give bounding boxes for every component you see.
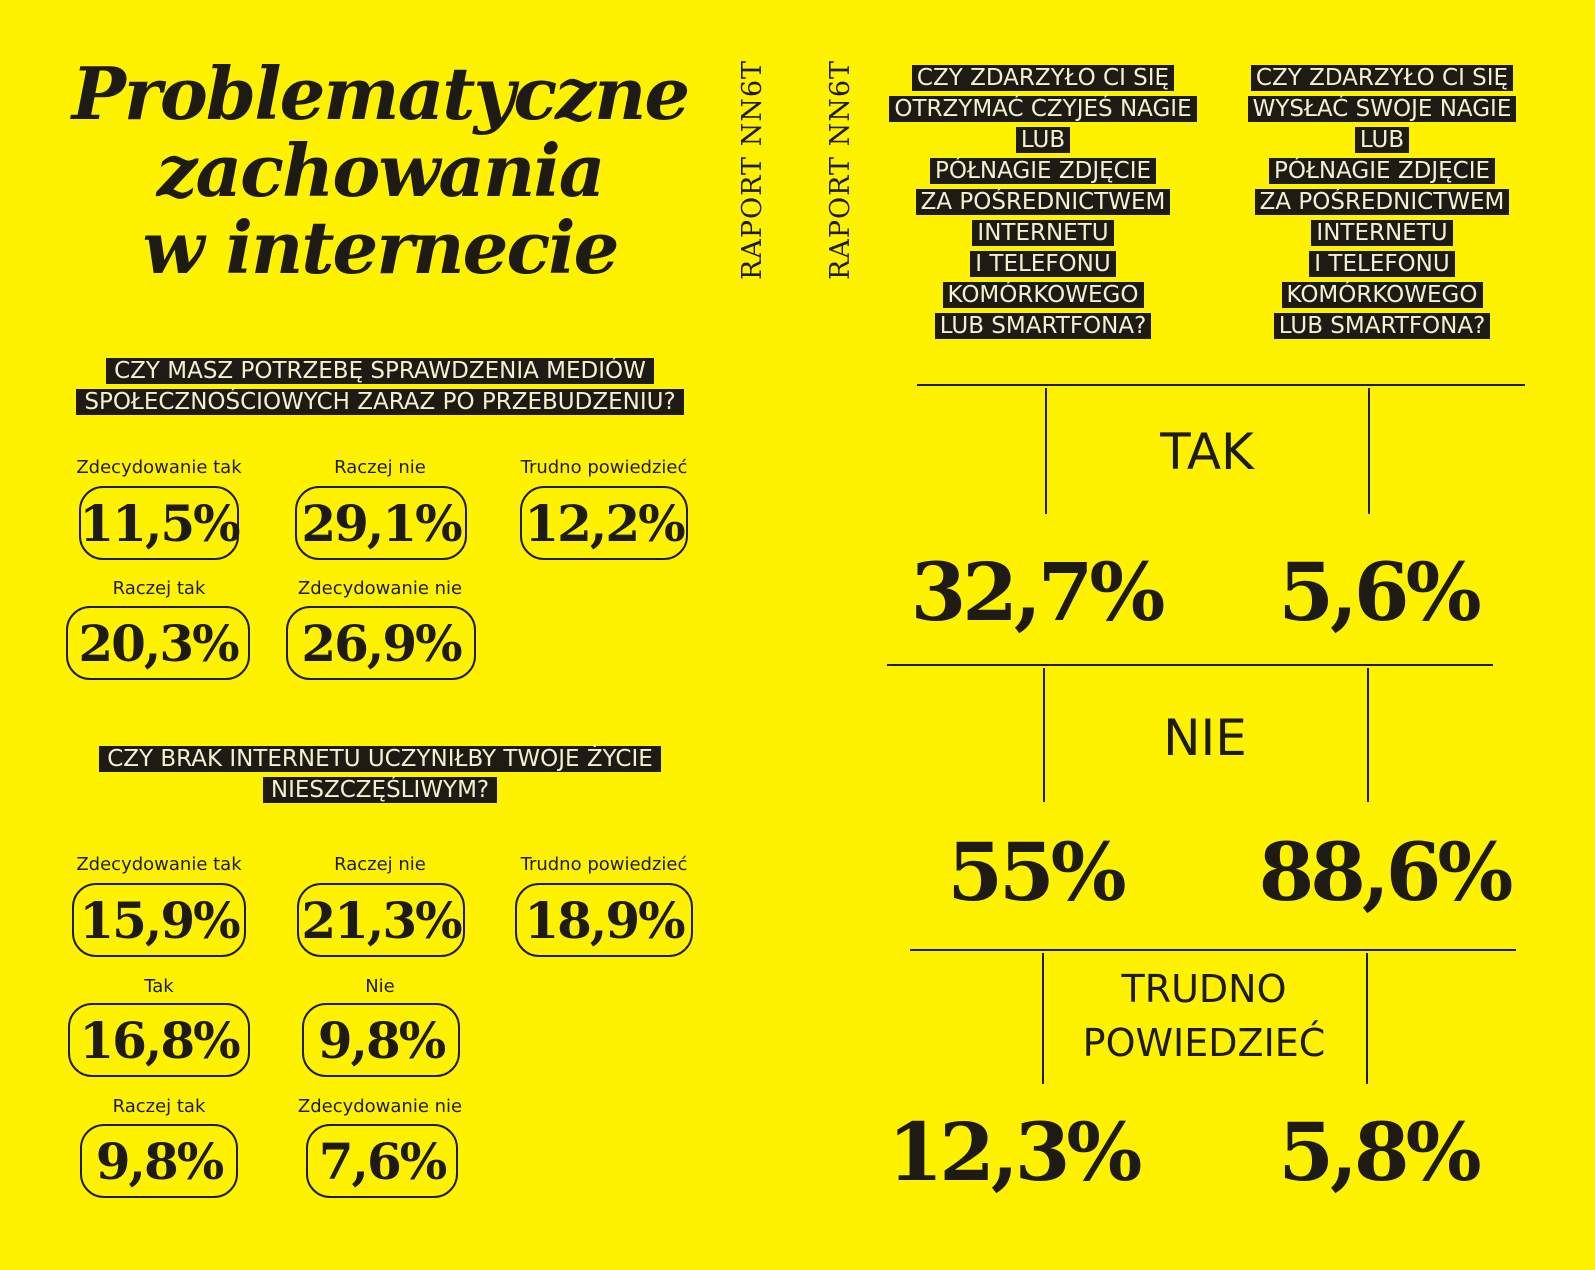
survey2-answer-label: Raczej nie bbox=[334, 854, 426, 875]
right-question-1-line: INTERNETU bbox=[972, 220, 1114, 246]
right-question-2-line: CZY ZDARZYŁO CI SIĘ bbox=[1250, 65, 1514, 91]
right-question-2-line: WYSŁAĆ SWOJE NAGIE bbox=[1247, 96, 1517, 122]
right-question-2-line: I TELEFONU bbox=[1309, 251, 1455, 277]
divider-line bbox=[1367, 668, 1369, 802]
divider-line bbox=[917, 384, 1525, 386]
survey1-answer-label: Zdecydowanie nie bbox=[297, 578, 463, 599]
divider-line bbox=[1043, 668, 1045, 802]
survey1-answer-label: Trudno powiedzieć bbox=[520, 457, 688, 478]
survey1-question-line-2: SPOŁECZNOŚCIOWYCH ZARAZ PO PRZEBUDZENIU? bbox=[76, 389, 684, 415]
right-question-1-line: LUB bbox=[1015, 127, 1071, 153]
survey2-question: CZY BRAK INTERNETU UCZYNIŁBY TWOJE ŻYCIE… bbox=[60, 744, 700, 806]
right-question-1-line: ZA POŚREDNICTWEM bbox=[915, 189, 1171, 215]
answer-yes: TAK bbox=[1160, 423, 1254, 481]
q1-yes-value: 32,7% bbox=[910, 545, 1166, 639]
survey2-answer-label: Zdecydowanie nie bbox=[297, 1096, 463, 1117]
survey1-answer-value: 20,3% bbox=[66, 606, 250, 680]
title-line-1: Problematyczne bbox=[71, 51, 690, 136]
divider-line bbox=[1366, 953, 1368, 1084]
survey1-answer-label: Raczej tak bbox=[112, 578, 206, 599]
survey2-answer-label: Nie bbox=[365, 976, 395, 997]
survey1-answer-value: 12,2% bbox=[520, 486, 688, 560]
right-question-1-line: KOMÓRKOWEGO bbox=[942, 282, 1144, 308]
survey1-answer-label: Raczej nie bbox=[334, 457, 426, 478]
survey2-answer-value: 9,8% bbox=[80, 1124, 238, 1198]
survey2-answer-value: 18,9% bbox=[515, 883, 693, 957]
answer-no: NIE bbox=[1163, 709, 1247, 767]
right-question-1-line: CZY ZDARZYŁO CI SIĘ bbox=[911, 65, 1175, 91]
divider-line bbox=[1042, 953, 1044, 1084]
survey2-answer-value: 7,6% bbox=[306, 1124, 458, 1198]
right-question-1-line: LUB SMARTFONA? bbox=[934, 313, 1152, 339]
right-question-2-line: LUB bbox=[1354, 127, 1410, 153]
divider-line bbox=[1368, 388, 1370, 514]
q2-hard-to-say-value: 5,8% bbox=[1278, 1105, 1481, 1199]
survey2-answer-value: 9,8% bbox=[302, 1003, 460, 1077]
right-question-2-line: LUB SMARTFONA? bbox=[1273, 313, 1491, 339]
divider-line bbox=[887, 664, 1493, 666]
survey2-answer-value: 21,3% bbox=[297, 883, 465, 957]
survey2-answer-label: Zdecydowanie tak bbox=[76, 854, 242, 875]
survey2-answer-value: 16,8% bbox=[68, 1003, 250, 1077]
title-line-2: zachowania bbox=[156, 128, 606, 213]
survey1-answer-value: 11,5% bbox=[79, 486, 241, 560]
right-question-2-line: PÓŁNAGIE ZDJĘCIE bbox=[1268, 158, 1496, 184]
survey2-answer-label: Raczej tak bbox=[112, 1096, 206, 1117]
survey1-answer-value: 29,1% bbox=[295, 486, 467, 560]
side-label-1: RAPORT NN6T bbox=[737, 59, 768, 280]
survey1-question: CZY MASZ POTRZEBĘ SPRAWDZENIA MEDIÓW SPO… bbox=[60, 356, 700, 418]
right-question-1-line: OTRZYMAĆ CZYJEŚ NAGIE bbox=[889, 96, 1197, 122]
survey2-answer-label: Tak bbox=[144, 976, 174, 997]
right-question-1: CZY ZDARZYŁO CI SIĘ OTRZYMAĆ CZYJEŚ NAGI… bbox=[878, 63, 1208, 342]
right-question-2: CZY ZDARZYŁO CI SIĘ WYSŁAĆ SWOJE NAGIE L… bbox=[1217, 63, 1547, 342]
page-title: Problematyczne zachowania w internecie bbox=[60, 55, 700, 286]
survey2-question-line-1: CZY BRAK INTERNETU UCZYNIŁBY TWOJE ŻYCIE bbox=[99, 746, 661, 772]
divider-line bbox=[910, 949, 1516, 951]
right-question-2-line: KOMÓRKOWEGO bbox=[1281, 282, 1483, 308]
q1-no-value: 55% bbox=[947, 825, 1126, 919]
answer-hard-to-say: TRUDNO POWIEDZIEĆ bbox=[1044, 962, 1364, 1070]
right-question-1-line: PÓŁNAGIE ZDJĘCIE bbox=[929, 158, 1157, 184]
survey1-answer-label: Zdecydowanie tak bbox=[76, 457, 242, 478]
survey1-answer-value: 26,9% bbox=[286, 606, 476, 680]
q1-hard-to-say-value: 12,3% bbox=[887, 1105, 1143, 1199]
right-question-1-line: I TELEFONU bbox=[970, 251, 1116, 277]
divider-line bbox=[1045, 388, 1047, 514]
survey2-question-line-2: NIESZCZĘŚLIWYM? bbox=[262, 777, 498, 803]
survey2-answer-label: Trudno powiedzieć bbox=[520, 854, 688, 875]
answer-hard-to-say-line-2: POWIEDZIEĆ bbox=[1082, 1021, 1326, 1065]
answer-hard-to-say-line-1: TRUDNO bbox=[1121, 967, 1287, 1011]
right-question-2-line: ZA POŚREDNICTWEM bbox=[1254, 189, 1510, 215]
title-line-3: w internecie bbox=[142, 205, 620, 290]
q2-yes-value: 5,6% bbox=[1278, 545, 1481, 639]
side-label-2: RAPORT NN6T bbox=[825, 59, 856, 280]
q2-no-value: 88,6% bbox=[1258, 825, 1514, 919]
survey2-answer-value: 15,9% bbox=[72, 883, 246, 957]
survey1-question-line-1: CZY MASZ POTRZEBĘ SPRAWDZENIA MEDIÓW bbox=[106, 358, 654, 384]
right-question-2-line: INTERNETU bbox=[1311, 220, 1453, 246]
